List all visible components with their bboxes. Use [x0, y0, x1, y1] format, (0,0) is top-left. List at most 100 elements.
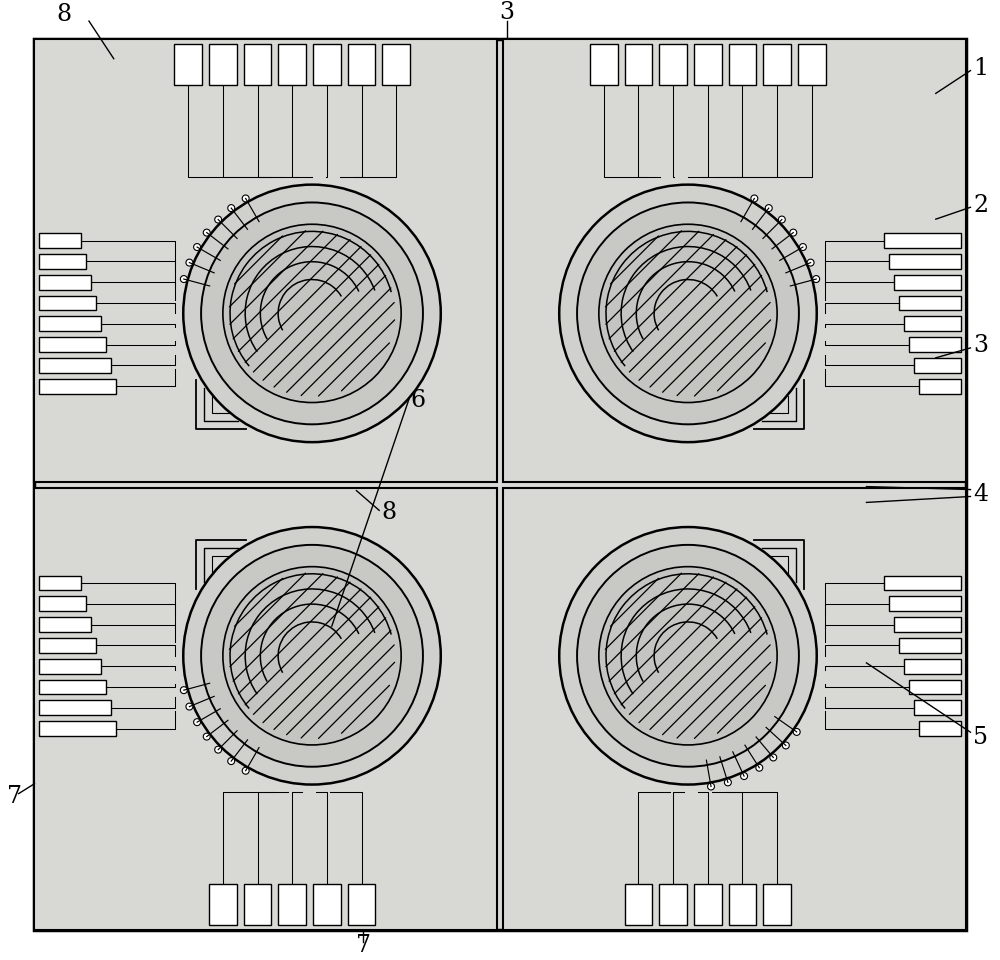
Bar: [39, 337, 106, 352]
Bar: [590, 44, 618, 85]
Bar: [763, 44, 791, 85]
Circle shape: [790, 229, 797, 236]
Circle shape: [223, 566, 401, 745]
Text: 7: 7: [356, 934, 371, 957]
Bar: [39, 576, 81, 590]
Bar: [899, 638, 961, 653]
Bar: [914, 358, 961, 372]
Bar: [39, 617, 91, 632]
Bar: [313, 884, 341, 925]
Bar: [39, 296, 96, 310]
Circle shape: [203, 229, 210, 236]
Bar: [174, 44, 202, 85]
Bar: [244, 44, 271, 85]
Circle shape: [183, 184, 441, 443]
Bar: [348, 44, 375, 85]
Bar: [894, 275, 961, 290]
Bar: [625, 884, 652, 925]
Text: 2: 2: [973, 194, 989, 217]
Bar: [39, 379, 116, 394]
Circle shape: [183, 527, 441, 784]
Circle shape: [215, 746, 222, 753]
Bar: [39, 638, 96, 653]
Bar: [209, 44, 237, 85]
Circle shape: [599, 566, 777, 745]
Circle shape: [228, 757, 235, 764]
Text: 8: 8: [381, 501, 396, 524]
Bar: [39, 317, 101, 331]
Circle shape: [242, 195, 249, 202]
Circle shape: [186, 703, 193, 710]
Circle shape: [194, 719, 201, 726]
Bar: [278, 884, 306, 925]
Circle shape: [765, 204, 772, 211]
Circle shape: [215, 216, 222, 223]
Bar: [244, 884, 271, 925]
Bar: [884, 576, 961, 590]
Circle shape: [756, 764, 763, 771]
Circle shape: [186, 259, 193, 266]
Circle shape: [577, 203, 799, 424]
Text: 3: 3: [499, 1, 514, 24]
Circle shape: [559, 527, 817, 784]
Bar: [39, 596, 86, 612]
Bar: [382, 44, 410, 85]
Bar: [909, 337, 961, 352]
Bar: [694, 44, 722, 85]
Circle shape: [201, 545, 423, 767]
Circle shape: [799, 244, 806, 251]
Circle shape: [782, 742, 789, 749]
Bar: [894, 617, 961, 632]
Text: 7: 7: [7, 785, 22, 808]
Circle shape: [180, 276, 187, 282]
Circle shape: [180, 686, 187, 694]
Circle shape: [599, 225, 777, 402]
Text: 4: 4: [973, 483, 989, 506]
Circle shape: [793, 729, 800, 735]
Bar: [889, 254, 961, 269]
Circle shape: [559, 184, 817, 443]
Bar: [729, 884, 756, 925]
Bar: [659, 44, 687, 85]
Text: 5: 5: [973, 726, 988, 749]
Bar: [209, 884, 237, 925]
Circle shape: [223, 225, 401, 402]
Bar: [39, 358, 111, 372]
Bar: [348, 884, 375, 925]
Circle shape: [813, 276, 820, 282]
Bar: [904, 317, 961, 331]
Circle shape: [807, 259, 814, 266]
Bar: [909, 680, 961, 694]
Bar: [919, 721, 961, 736]
Bar: [889, 596, 961, 612]
Circle shape: [770, 754, 777, 761]
Circle shape: [708, 783, 714, 790]
Bar: [39, 680, 106, 694]
Circle shape: [194, 244, 201, 251]
Text: 8: 8: [57, 3, 72, 26]
Circle shape: [577, 545, 799, 767]
Circle shape: [741, 773, 748, 780]
Bar: [34, 39, 497, 482]
Text: 3: 3: [973, 334, 988, 357]
Bar: [39, 659, 101, 674]
Bar: [694, 884, 722, 925]
Text: 1: 1: [973, 57, 989, 80]
Circle shape: [203, 733, 210, 740]
Bar: [39, 721, 116, 736]
Circle shape: [201, 203, 423, 424]
Bar: [625, 44, 652, 85]
Bar: [904, 659, 961, 674]
Bar: [39, 275, 91, 290]
Bar: [313, 44, 341, 85]
Bar: [798, 44, 826, 85]
Bar: [763, 884, 791, 925]
Bar: [884, 233, 961, 248]
Bar: [503, 488, 966, 930]
Bar: [914, 701, 961, 715]
Bar: [729, 44, 756, 85]
Bar: [659, 884, 687, 925]
Text: 6: 6: [411, 389, 426, 412]
Circle shape: [778, 216, 785, 223]
Circle shape: [242, 767, 249, 774]
